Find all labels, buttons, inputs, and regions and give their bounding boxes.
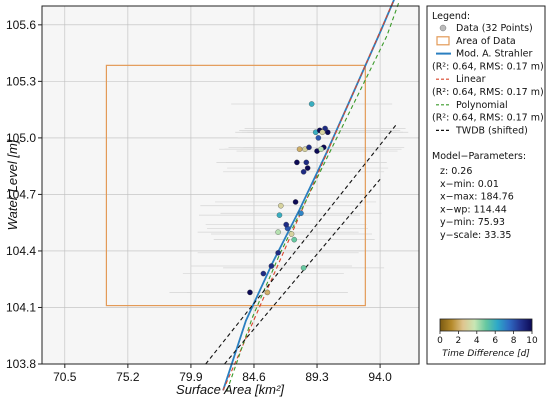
model-lines xyxy=(205,0,400,391)
legend-entry: TWDB (shifted) xyxy=(455,125,528,136)
colorbar-tick-label: 4 xyxy=(474,336,480,346)
x-tick-label: 84.6 xyxy=(242,370,266,384)
parameter-entry: y−scale: 33.35 xyxy=(440,230,511,241)
data-point xyxy=(275,229,281,235)
data-point xyxy=(275,250,281,256)
data-point xyxy=(260,270,267,277)
data-point xyxy=(278,202,284,209)
series-line xyxy=(224,178,381,365)
parameter-entry: x−wp: 114.44 xyxy=(440,204,507,215)
legend-entry: Linear xyxy=(456,74,486,85)
parameter-entry: x−max: 184.76 xyxy=(440,192,514,203)
data-point xyxy=(276,212,283,218)
legend-entry: (R²: 0.64, RMS: 0.17 m) xyxy=(432,61,544,72)
legend-entry: (R²: 0.64, RMS: 0.17 m) xyxy=(432,87,544,98)
area-of-data-box xyxy=(105,64,366,307)
x-axis-ticks: 70.5 75.2 79.9 84.6 89.3 94.0 xyxy=(53,364,392,384)
x-tick-label: 79.9 xyxy=(179,370,203,384)
x-tick-label: 70.5 xyxy=(53,370,77,384)
x-tick-label: 94.0 xyxy=(368,370,392,384)
plot-frame xyxy=(41,5,420,365)
data-point xyxy=(308,101,315,107)
data-point xyxy=(306,144,312,151)
colorbar-tick-label: 2 xyxy=(456,336,462,346)
data-point xyxy=(304,165,311,171)
y-axis-ticks: 103.8 104.1 104.4 104.7 105.0 105.3 105.6 xyxy=(6,18,42,371)
series-line xyxy=(222,0,395,391)
y-tick-label: 105.0 xyxy=(6,131,36,145)
data-point xyxy=(322,125,328,132)
legend-items: Data (32 Points) Area of Data Mod. A. Stra… xyxy=(432,23,544,136)
data-point xyxy=(325,129,331,135)
y-tick-label: 103.8 xyxy=(6,357,36,371)
y-axis-label: Water Level [m] xyxy=(5,139,20,230)
series-line xyxy=(226,2,400,391)
colorbar-tick-label: 0 xyxy=(437,336,443,346)
colorbar-ticks: 0 2 4 6 8 10 xyxy=(437,331,538,346)
parameters-title: Model−Parameters: xyxy=(432,151,526,162)
colorbar-tick-label: 8 xyxy=(511,336,517,346)
data-point xyxy=(300,169,307,175)
legend-box xyxy=(436,36,450,46)
data-point xyxy=(291,236,297,243)
series-line xyxy=(205,124,397,365)
colorbar: 0 2 4 6 8 10 Time Difference [d] xyxy=(437,318,538,359)
colorbar-gradient xyxy=(439,318,533,332)
colorbar-label: Time Difference [d] xyxy=(442,349,530,359)
legend-marker xyxy=(439,24,447,32)
data-point xyxy=(318,146,324,152)
parameters-list: z: 0.26 x−min: 0.01 x−max: 184.76x−wp: 114… xyxy=(440,166,514,241)
legend-entry: Area of Data xyxy=(456,36,516,47)
data-point xyxy=(264,289,271,296)
plot-area xyxy=(42,6,419,364)
data-point xyxy=(319,129,326,135)
y-tick-label: 105.6 xyxy=(6,18,36,32)
legend-entry: (R²: 0.64, RMS: 0.17 m) xyxy=(432,113,544,124)
data-point xyxy=(288,231,295,237)
y-tick-label: 105.3 xyxy=(6,74,36,88)
y-tick-label: 104.1 xyxy=(6,300,36,314)
legend-title: Legend: xyxy=(432,11,470,22)
data-point xyxy=(292,199,299,205)
parameter-entry: x−min: 0.01 xyxy=(440,179,499,190)
data-point xyxy=(247,289,253,296)
data-point xyxy=(300,265,307,271)
data-point xyxy=(298,210,304,217)
legend-entry: Polynomial xyxy=(456,100,508,111)
colorbar-tick-label: 10 xyxy=(526,336,538,346)
data-point xyxy=(296,146,303,152)
legend-panel: Legend: Data (32 Points) Area of Data Mod.… xyxy=(426,5,546,365)
legend-entry: Data (32 Points) xyxy=(456,23,533,34)
x-axis-label: Surface Area [km²] xyxy=(176,382,284,397)
x-tick-label: 89.3 xyxy=(305,370,329,384)
data-points xyxy=(247,101,331,296)
data-point xyxy=(303,159,310,166)
parameter-entry: z: 0.26 xyxy=(440,166,472,177)
y-tick-label: 104.7 xyxy=(6,187,36,201)
data-point xyxy=(268,263,275,269)
data-point xyxy=(283,221,289,228)
x-tick-label: 75.2 xyxy=(116,370,140,384)
data-point xyxy=(294,159,300,166)
legend-frame xyxy=(426,5,546,365)
legend-entry: Mod. A. Strahler xyxy=(456,49,532,60)
colorbar-tick-label: 6 xyxy=(492,336,498,346)
data-point xyxy=(315,135,322,141)
y-tick-label: 104.4 xyxy=(6,244,36,258)
parameter-entry: y−min: 75.93 xyxy=(440,217,505,228)
